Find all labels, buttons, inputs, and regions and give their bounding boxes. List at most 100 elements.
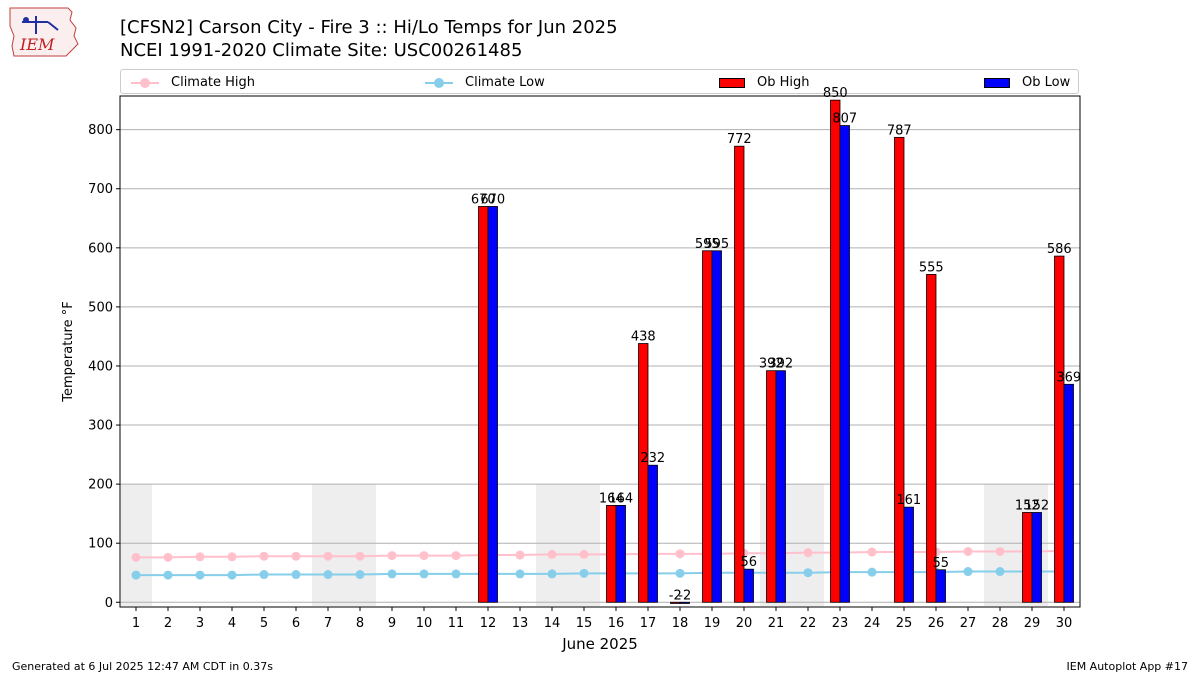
climate-low-point [579, 568, 589, 578]
ob-low-bar [743, 568, 754, 603]
climate-low-point [387, 569, 397, 579]
climate-high-point [547, 549, 557, 559]
ob-high-bar [638, 343, 649, 603]
ob-high-value-label: 850 [823, 86, 848, 101]
climate-high-point [419, 551, 429, 561]
footer-generated: Generated at 6 Jul 2025 12:47 AM CDT in … [12, 660, 273, 673]
climate-high-point [355, 551, 365, 561]
x-tick-label: 26 [928, 616, 945, 631]
climate-low-point [963, 567, 973, 577]
x-tick-label: 1 [132, 616, 140, 631]
ob-low-value-label: 56 [740, 555, 757, 570]
y-tick-label: 200 [88, 478, 113, 493]
x-tick-label: 8 [356, 616, 364, 631]
x-tick-label: 28 [992, 616, 1009, 631]
chart-title: [CFSN2] Carson City - Fire 3 :: Hi/Lo Te… [120, 17, 618, 38]
x-tick-label: 17 [640, 616, 657, 631]
climate-high-point [387, 551, 397, 561]
legend-item-climate-high: Climate High [131, 70, 255, 95]
x-tick-label: 29 [1024, 616, 1041, 631]
logo-text: IEM [19, 35, 55, 54]
y-tick-label: 500 [88, 300, 113, 315]
plot-frame [119, 95, 1081, 608]
ob-high-bar [1022, 512, 1033, 603]
ob-high-bar [702, 250, 713, 603]
climate-high-point [259, 551, 269, 561]
ob-low-bar [935, 569, 946, 603]
ob-high-bar [894, 136, 905, 603]
x-tick-label: 24 [864, 616, 881, 631]
x-tick-label: 23 [832, 616, 849, 631]
ob-high-value-label: 787 [887, 123, 912, 138]
ob-low-bar [839, 125, 850, 603]
climate-high-point [963, 546, 973, 556]
ob-high-swatch-icon [719, 77, 745, 88]
ob-high-value-label: 164 [599, 491, 624, 506]
ob-low-value-label: 369 [1056, 370, 1081, 385]
ob-low-value-label: 232 [640, 451, 665, 466]
x-axis-label: June 2025 [561, 635, 638, 653]
ob-high-value-label: 586 [1047, 242, 1072, 257]
x-tick-label: 3 [196, 616, 204, 631]
ob-high-bar [478, 206, 489, 603]
y-tick-label: 0 [105, 596, 113, 611]
climate-high-point [803, 548, 813, 558]
climate-high-point [323, 551, 333, 561]
weekend-shade [121, 484, 152, 606]
ob-low-value-label: 392 [768, 357, 793, 372]
climate-low-point [355, 570, 365, 580]
climate-low-point [867, 567, 877, 577]
legend-label-ob-high: Ob High [757, 75, 810, 90]
climate-low-point [547, 569, 557, 579]
climate-low-point [259, 570, 269, 580]
ob-low-swatch-icon [984, 77, 1010, 88]
y-tick-label: 300 [88, 419, 113, 434]
weekend-shade [792, 484, 824, 606]
ob-high-bar [926, 274, 937, 603]
climate-high-point [579, 549, 589, 559]
x-tick-label: 14 [544, 616, 561, 631]
legend-label-ob-low: Ob Low [1022, 75, 1071, 90]
climate-low-point [675, 568, 685, 578]
x-tick-label: 9 [388, 616, 396, 631]
ob-low-bar [647, 464, 658, 603]
climate-low-point [195, 570, 205, 580]
climate-low-point [291, 570, 301, 580]
x-tick-label: 30 [1056, 616, 1073, 631]
y-tick-label: 600 [88, 241, 113, 256]
x-tick-label: 27 [960, 616, 977, 631]
climate-high-point [675, 549, 685, 559]
weekend-shade [344, 484, 376, 606]
legend-item-ob-low: Ob Low [984, 70, 1070, 95]
x-tick-label: 21 [768, 616, 785, 631]
ob-low-value-label: -2 [678, 588, 691, 603]
x-tick-label: 25 [896, 616, 913, 631]
ob-low-value-label: 164 [608, 491, 633, 506]
ob-low-bar [487, 206, 498, 603]
climate-low-line-icon [425, 77, 453, 88]
ob-high-value-label: 152 [1015, 498, 1040, 513]
ob-high-bar [606, 504, 617, 603]
ob-low-bar [1031, 512, 1042, 603]
x-tick-label: 12 [480, 616, 497, 631]
climate-low-point [227, 570, 237, 580]
ob-low-bar [679, 601, 690, 604]
climate-high-point [515, 550, 525, 560]
x-tick-label: 20 [736, 616, 753, 631]
x-tick-label: 4 [228, 616, 236, 631]
legend-label-climate-low: Climate Low [465, 75, 545, 90]
ob-low-value-label: 595 [704, 237, 729, 252]
x-tick-label: 6 [292, 616, 300, 631]
weekend-shade [536, 484, 568, 606]
footer-app-id: IEM Autoplot App #17 [1066, 660, 1189, 673]
ob-low-bar [615, 504, 626, 603]
ob-low-value-label: 161 [896, 493, 921, 508]
ob-high-value-label: 392 [759, 357, 784, 372]
ob-low-bar [1063, 383, 1074, 603]
weekend-shade [568, 484, 600, 606]
climate-high-point [291, 551, 301, 561]
ob-low-bar [903, 506, 914, 603]
weekend-shade [312, 484, 344, 606]
ob-low-value-label: 670 [480, 192, 505, 207]
